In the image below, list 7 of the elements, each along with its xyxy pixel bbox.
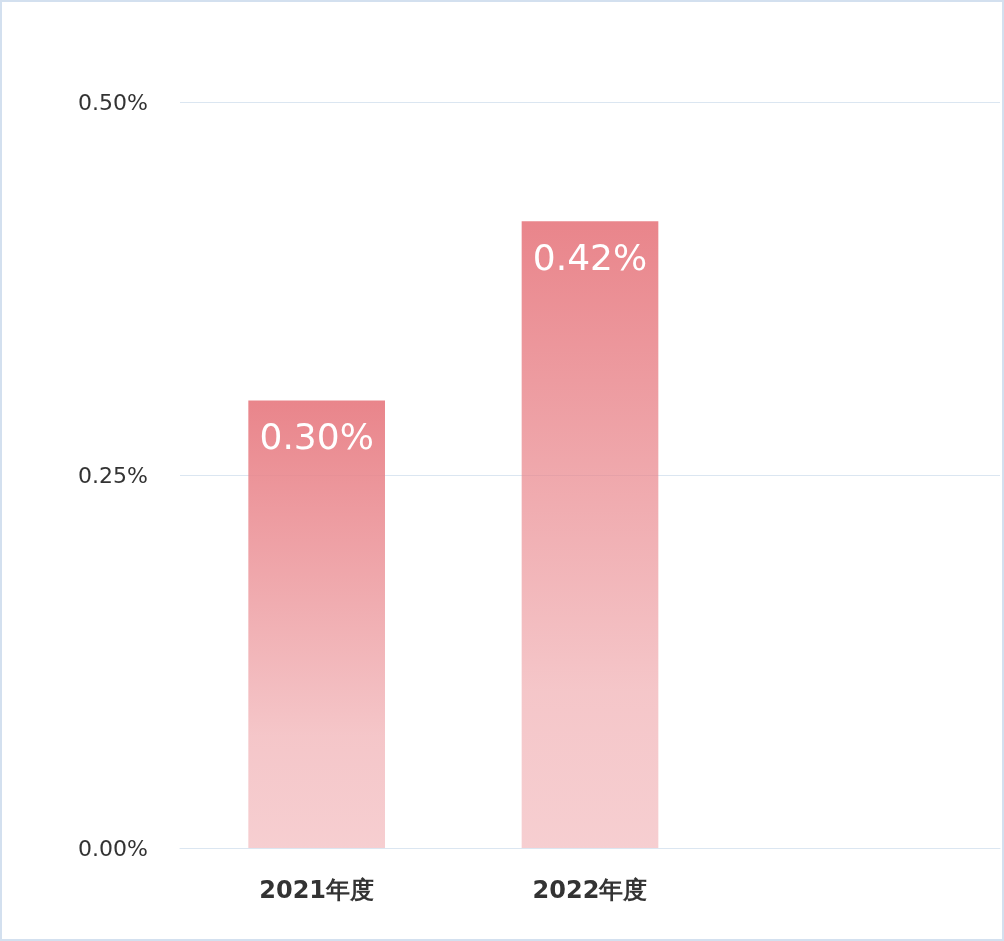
data-label: 0.42%: [532, 236, 648, 278]
x-tick-label: 2022年度: [532, 876, 648, 904]
y-tick-label: 0.00%: [78, 835, 148, 861]
data-label: 0.30%: [259, 415, 374, 457]
y-tick-label: 0.50%: [78, 89, 148, 115]
y-tick-label: 0.25%: [78, 462, 148, 488]
x-tick-label: 2021年度: [259, 876, 375, 904]
